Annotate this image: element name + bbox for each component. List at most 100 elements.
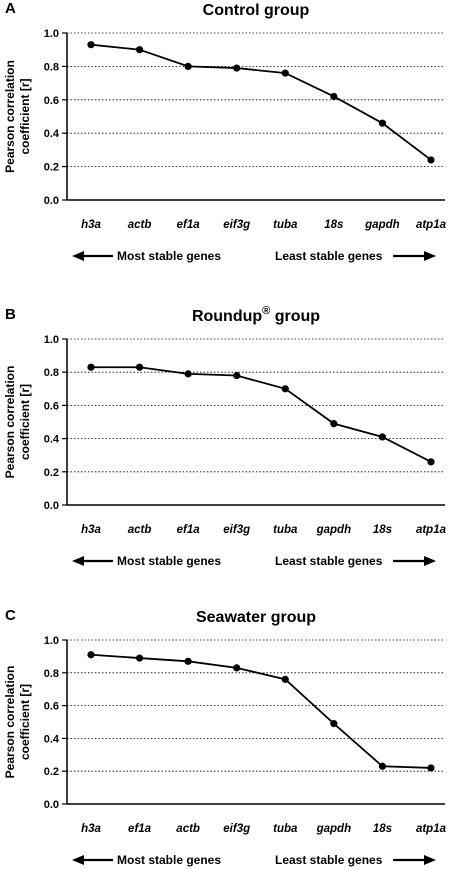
chart-panel-a: A Control group Pearson correlation coeffic…	[3, 0, 447, 263]
series-line	[90, 43, 432, 161]
chart-title-text: Roundup	[192, 308, 262, 325]
data-point	[378, 762, 387, 770]
data-point	[233, 371, 241, 380]
y-tick-label: 1.0	[44, 28, 59, 40]
x-category-label: gapdh	[364, 219, 400, 231]
y-axis-label: coefficient [r]	[18, 78, 32, 154]
right-arrow-head-icon	[424, 855, 436, 865]
series-line	[90, 653, 432, 769]
chart-panel-b: B Roundup® group Pearson correlation coeffi…	[3, 305, 447, 568]
y-tick-label: 0.4	[44, 434, 60, 446]
x-category-label: gapdh	[316, 823, 352, 835]
panel-letter: B	[5, 306, 16, 323]
y-axis-label: Pearson correlation	[3, 366, 17, 479]
data-point	[281, 385, 289, 393]
x-category-label: eif3g	[223, 524, 250, 536]
data-point	[281, 69, 289, 77]
left-arrow-head-icon	[72, 251, 84, 261]
chart-title-suffix: group	[270, 308, 320, 325]
data-point	[135, 654, 144, 662]
y-axis-label: Pearson correlation	[3, 666, 17, 779]
chart-title-text: Seawater group	[196, 609, 316, 626]
least-stable-label: Least stable genes	[275, 554, 383, 568]
x-category-label: gapdh	[316, 524, 352, 536]
x-category-label: atp1a	[416, 823, 447, 835]
y-tick-label: 0.6	[44, 95, 59, 107]
chart-title: Seawater group	[196, 609, 316, 626]
x-category-label: actb	[176, 823, 200, 835]
series-line	[91, 366, 432, 463]
data-point	[330, 420, 338, 428]
data-point	[427, 458, 435, 466]
x-category-label: eif3g	[223, 823, 250, 835]
data-point	[233, 664, 241, 672]
data-point	[184, 657, 192, 665]
y-tick-label: 0.2	[44, 162, 59, 174]
most-stable-label: Most stable genes	[117, 554, 221, 568]
data-point	[184, 62, 192, 70]
x-category-label: tuba	[273, 219, 298, 231]
chart-panel-c: C Seawater group Pearson correlation coeffi…	[3, 607, 447, 867]
x-category-label: atp1a	[416, 219, 447, 231]
x-category-label: 18s	[324, 219, 343, 231]
chart-title: Control group	[203, 2, 310, 19]
data-point	[233, 64, 241, 72]
y-tick-label: 0.0	[44, 195, 59, 207]
x-category-label: ef1a	[177, 524, 201, 536]
x-category-label: h3a	[81, 823, 101, 835]
y-tick-label: 0.6	[44, 400, 59, 412]
panel-letter: C	[5, 607, 16, 624]
data-point	[427, 156, 435, 164]
x-category-label: ef1a	[177, 219, 201, 231]
y-tick-label: 0.0	[44, 799, 59, 811]
chart-title-superscript: ®	[262, 305, 270, 317]
data-point	[378, 119, 387, 127]
x-category-label: atp1a	[416, 524, 447, 536]
data-point	[135, 363, 144, 371]
y-axis-label: coefficient [r]	[18, 384, 32, 460]
y-tick-label: 0.2	[44, 467, 59, 479]
data-point	[330, 92, 338, 101]
most-stable-label: Most stable genes	[117, 249, 221, 263]
y-axis-label: coefficient [r]	[18, 684, 32, 760]
least-stable-label: Least stable genes	[275, 853, 383, 867]
y-tick-label: 1.0	[44, 635, 59, 647]
data-point	[135, 46, 144, 54]
data-point	[87, 651, 95, 659]
data-point	[378, 433, 387, 441]
data-point	[184, 370, 192, 378]
y-tick-label: 0.0	[44, 500, 59, 512]
x-category-label: actb	[128, 524, 152, 536]
y-tick-label: 1.0	[44, 334, 59, 346]
y-axis-label: Pearson correlation	[3, 60, 17, 173]
y-tick-label: 0.4	[44, 733, 60, 745]
x-category-label: eif3g	[223, 219, 250, 231]
x-category-label: 18s	[373, 823, 392, 835]
x-category-label: 18s	[373, 524, 392, 536]
y-tick-label: 0.8	[44, 61, 59, 73]
left-arrow-head-icon	[72, 556, 84, 566]
y-tick-label: 0.8	[44, 668, 59, 680]
y-tick-label: 0.6	[44, 701, 59, 713]
right-arrow-head-icon	[424, 251, 436, 261]
data-point	[281, 675, 289, 683]
x-category-label: tuba	[273, 524, 298, 536]
y-tick-label: 0.2	[44, 766, 59, 778]
x-category-label: h3a	[81, 524, 101, 536]
left-arrow-head-icon	[72, 855, 84, 865]
data-point	[330, 720, 338, 728]
most-stable-label: Most stable genes	[117, 853, 221, 867]
panel-letter: A	[5, 0, 16, 17]
right-arrow-head-icon	[424, 556, 436, 566]
data-point	[87, 363, 95, 371]
data-point	[427, 764, 435, 772]
x-category-label: h3a	[81, 219, 101, 231]
x-category-label: actb	[128, 219, 152, 231]
x-category-label: tuba	[273, 823, 298, 835]
y-tick-label: 0.8	[44, 367, 59, 379]
chart-title-text: Control group	[203, 2, 310, 19]
data-point	[87, 41, 95, 49]
x-category-label: ef1a	[128, 823, 152, 835]
chart-title: Roundup® group	[192, 305, 320, 325]
